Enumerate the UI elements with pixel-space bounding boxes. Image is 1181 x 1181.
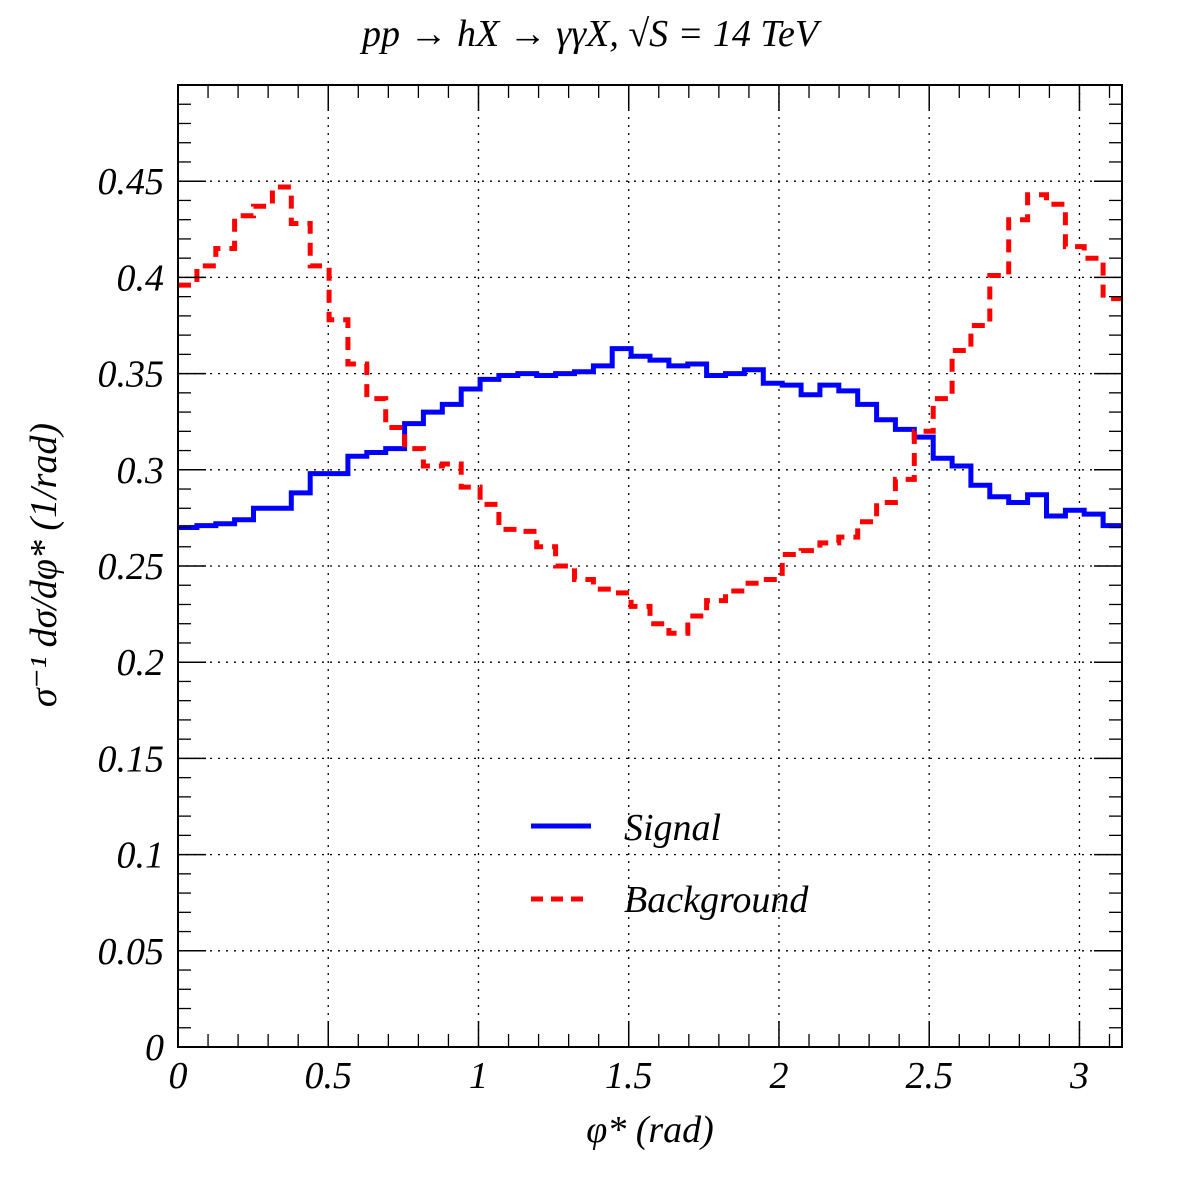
series-line-background (178, 184, 1122, 636)
label-layer: 0 0.5 1 1.5 2 2.5 3 0 0.05 0.1 0.15 0.2 0.25 0.3 0.35 0… (98, 161, 1089, 1097)
x-tick-label: 1 (469, 1055, 488, 1097)
y-tick-label: 0 (145, 1027, 164, 1069)
y-tick-label: 0.25 (98, 546, 165, 588)
x-axis-title: φ* (rad) (586, 1109, 714, 1151)
legend-label-signal: Signal (624, 807, 721, 849)
x-tick-label: 1.5 (605, 1055, 653, 1097)
x-tick-label: 3 (1069, 1055, 1089, 1097)
y-tick-label: 0.4 (117, 257, 165, 299)
chart-title: pp → hX → γγX, √S = 14 TeV (359, 13, 822, 55)
y-tick-label: 0.45 (98, 161, 165, 203)
x-tick-label: 0 (169, 1055, 188, 1097)
series-line-signal (178, 346, 1122, 530)
x-tick-label: 2 (769, 1055, 788, 1097)
x-tick-label: 2.5 (905, 1055, 953, 1097)
series-layer (178, 184, 1122, 636)
y-tick-label: 0.35 (98, 354, 165, 396)
x-tick-label: 0.5 (304, 1055, 352, 1097)
y-tick-label: 0.05 (98, 931, 165, 973)
tick-layer (177, 85, 1122, 1048)
y-tick-label: 0.3 (117, 450, 165, 492)
y-tick-label: 0.2 (117, 642, 165, 684)
legend-label-background: Background (624, 879, 809, 921)
y-tick-label: 0.15 (98, 738, 165, 780)
y-tick-label: 0.1 (117, 835, 165, 877)
y-axis-title: σ⁻¹ dσ/dφ* (1/rad) (23, 423, 65, 707)
legend: Signal Background (531, 807, 809, 921)
